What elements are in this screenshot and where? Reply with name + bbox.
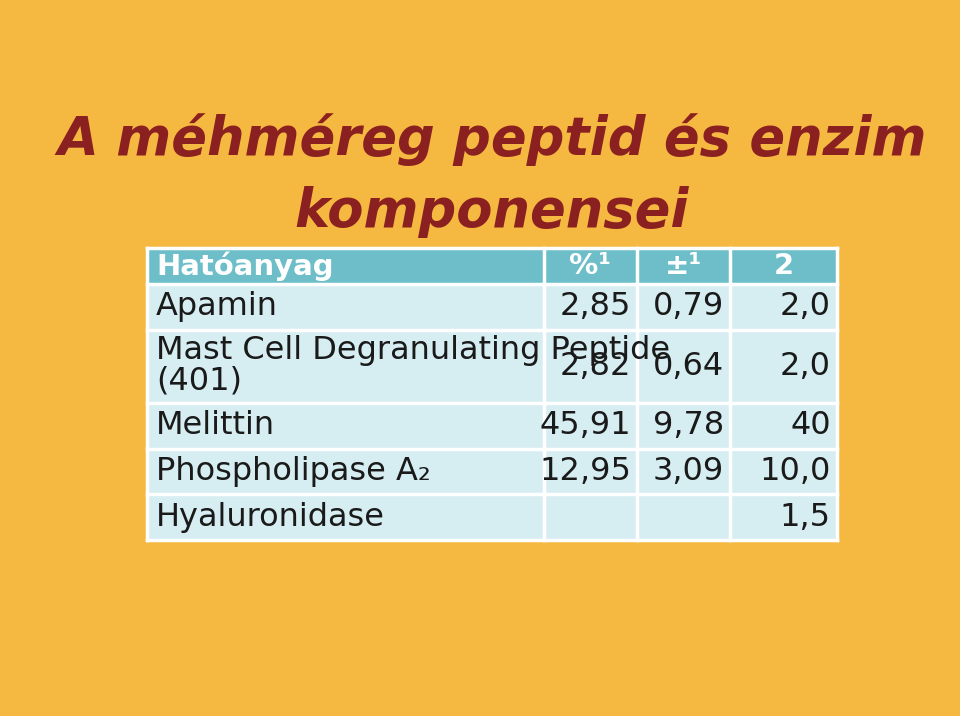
Text: 40: 40 (790, 410, 831, 441)
Text: Apamin: Apamin (156, 291, 278, 322)
Text: Phospholipase A₂: Phospholipase A₂ (156, 456, 431, 487)
Text: 2,0: 2,0 (780, 351, 831, 382)
Bar (147, 494, 837, 540)
Text: 2,85: 2,85 (560, 291, 631, 322)
Text: 9,78: 9,78 (653, 410, 724, 441)
Text: 2,0: 2,0 (780, 291, 831, 322)
Text: 1,5: 1,5 (780, 502, 831, 533)
Text: komponensei: komponensei (295, 186, 689, 238)
Bar (147, 248, 837, 284)
Text: 45,91: 45,91 (540, 410, 631, 441)
Bar (147, 284, 837, 330)
Text: Mast Cell Degranulating Peptide: Mast Cell Degranulating Peptide (156, 335, 670, 366)
Text: 0,64: 0,64 (653, 351, 724, 382)
Text: 10,0: 10,0 (759, 456, 831, 487)
Text: Hatóanyag: Hatóanyag (156, 251, 334, 281)
Text: Hyaluronidase: Hyaluronidase (156, 502, 385, 533)
Text: 3,09: 3,09 (653, 456, 724, 487)
Text: ±¹: ±¹ (664, 252, 702, 280)
Text: A méhméreg peptid és enzim: A méhméreg peptid és enzim (58, 113, 926, 165)
Text: %¹: %¹ (569, 252, 612, 280)
Bar (147, 402, 837, 448)
Text: 2,82: 2,82 (560, 351, 631, 382)
Text: (401): (401) (156, 365, 242, 397)
Text: 2: 2 (774, 252, 794, 280)
Text: Melittin: Melittin (156, 410, 276, 441)
Text: 0,79: 0,79 (653, 291, 724, 322)
Text: 12,95: 12,95 (539, 456, 631, 487)
Bar (147, 448, 837, 494)
